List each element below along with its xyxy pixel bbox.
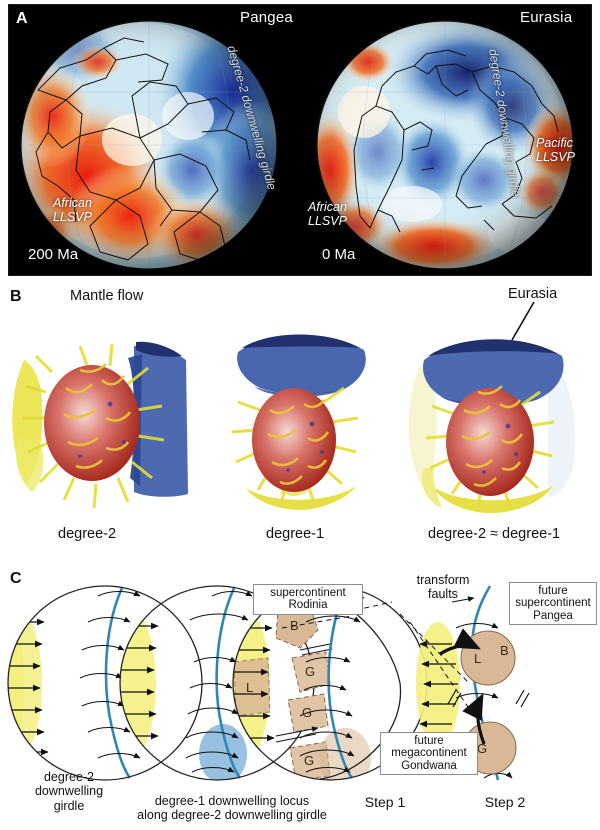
callout-future-megacontinent-gondwana: future megacontinent Gondwana xyxy=(380,732,478,776)
step2-arrow-vertical xyxy=(462,693,486,745)
label-pacific-llsvp-line2: LLSVP xyxy=(536,150,575,164)
panel-c-caption-step2: Step 2 xyxy=(484,794,526,810)
step2-label-L: L xyxy=(474,651,482,666)
panel-a-letter: A xyxy=(16,10,28,27)
step2-label-G: G xyxy=(477,741,488,756)
fragment-label-G-2: G xyxy=(302,705,313,720)
panel-c-caption-1: degree-2 downwelling girdle xyxy=(14,770,124,813)
callout-transform-line1: transform xyxy=(416,573,470,587)
step2-label-B: B xyxy=(500,643,509,658)
callout-gondwana-line2: megacontinent xyxy=(391,747,467,760)
eurasia-leader-line xyxy=(511,301,535,341)
callout-future-supercontinent-pangea: future supercontinent Pangea xyxy=(509,582,597,626)
panel-c-caption-2-line2: along degree-2 downwelling girdle xyxy=(137,808,327,823)
label-african-llsvp-left-line2: LLSVP xyxy=(53,210,92,224)
label-age-200ma: 200 Ma xyxy=(28,246,79,263)
panel-c-schematic xyxy=(7,585,530,781)
step2-continent-LB xyxy=(460,630,516,686)
mantle-render-degree-2-approx-degree-1 xyxy=(408,339,575,514)
subduction-girdle-3 xyxy=(327,587,354,779)
mantle-render-degree-1 xyxy=(231,334,366,510)
panel-c-caption-2: degree-1 downwelling locus along degree-… xyxy=(112,794,352,823)
label-african-llsvp-right-line1: African xyxy=(308,200,347,214)
panel-c-letter: C xyxy=(10,570,22,587)
globe-pangea xyxy=(20,20,278,270)
subduction-girdle-1 xyxy=(104,587,132,779)
label-african-llsvp-right-line2: LLSVP xyxy=(308,214,347,228)
globe-eurasia-tomography xyxy=(316,20,574,270)
callout-transform-faults: transform faults xyxy=(398,573,488,602)
panel-a-left-globe-title: Pangea xyxy=(240,9,293,26)
callout-gondwana-line1: future xyxy=(414,735,444,747)
panel-c-globe-1 xyxy=(7,585,203,781)
callout-pangea-line2: supercontinent xyxy=(515,597,591,610)
mantle-render-degree-2 xyxy=(12,341,188,509)
label-african-llsvp-left-line1: African xyxy=(53,196,92,210)
panel-b-title: Mantle flow xyxy=(70,288,144,304)
panel-b-annotation-eurasia: Eurasia xyxy=(508,286,558,302)
panel-c: C xyxy=(0,566,600,830)
callout-rodinia-line1: supercontinent xyxy=(270,587,346,599)
panel-c-caption-1-line3: girdle xyxy=(53,798,85,813)
fragment-label-G-3: G xyxy=(304,753,315,768)
panel-c-caption-2-line1: degree-1 downwelling locus xyxy=(154,794,310,808)
coastlines-eurasia xyxy=(353,49,559,233)
fragment-label-L: L xyxy=(246,680,254,695)
fragment-label-G-1: G xyxy=(305,664,316,679)
panel-c-caption-step1: Step 1 xyxy=(364,794,406,810)
subduction-girdle-2 xyxy=(215,587,242,779)
panel-b-caption-2: degree-1 xyxy=(266,526,325,542)
label-age-0ma: 0 Ma xyxy=(322,246,356,263)
panel-b-caption-1: degree-2 xyxy=(58,526,117,542)
callout-pangea-line3: Pangea xyxy=(533,609,573,622)
globe-eurasia xyxy=(316,20,574,270)
panel-a-right-globe-title: Eurasia xyxy=(520,9,573,26)
panel-c-globe-3 xyxy=(232,585,428,781)
panel-b: B Mantle flow Eurasia xyxy=(0,280,600,570)
label-pacific-llsvp-line1: Pacific xyxy=(536,136,573,150)
panel-c-caption-1-line2: downwelling xyxy=(34,784,104,799)
callout-supercontinent-rodinia: supercontinent Rodinia xyxy=(253,584,363,615)
panel-c-globe-2 xyxy=(119,585,315,781)
panel-c-globe-4 xyxy=(302,587,460,780)
callout-pangea-line1: future xyxy=(538,585,568,597)
fragment-label-B: B xyxy=(290,618,299,633)
callout-rodinia-line2: Rodinia xyxy=(288,599,328,612)
panel-b-letter: B xyxy=(10,288,22,305)
panel-b-caption-3: degree-2 ≈ degree-1 xyxy=(428,526,561,542)
panel-a: A Pangea Eurasia xyxy=(8,4,592,276)
callout-gondwana-line3: Gondwana xyxy=(401,759,457,772)
panel-c-caption-1-line1: degree-2 xyxy=(43,770,95,784)
callout-transform-line2: faults xyxy=(428,586,458,601)
globe-pangea-tomography xyxy=(20,20,278,270)
panel-a-frame xyxy=(8,4,592,276)
step2-arrow-horizontal xyxy=(439,628,481,656)
